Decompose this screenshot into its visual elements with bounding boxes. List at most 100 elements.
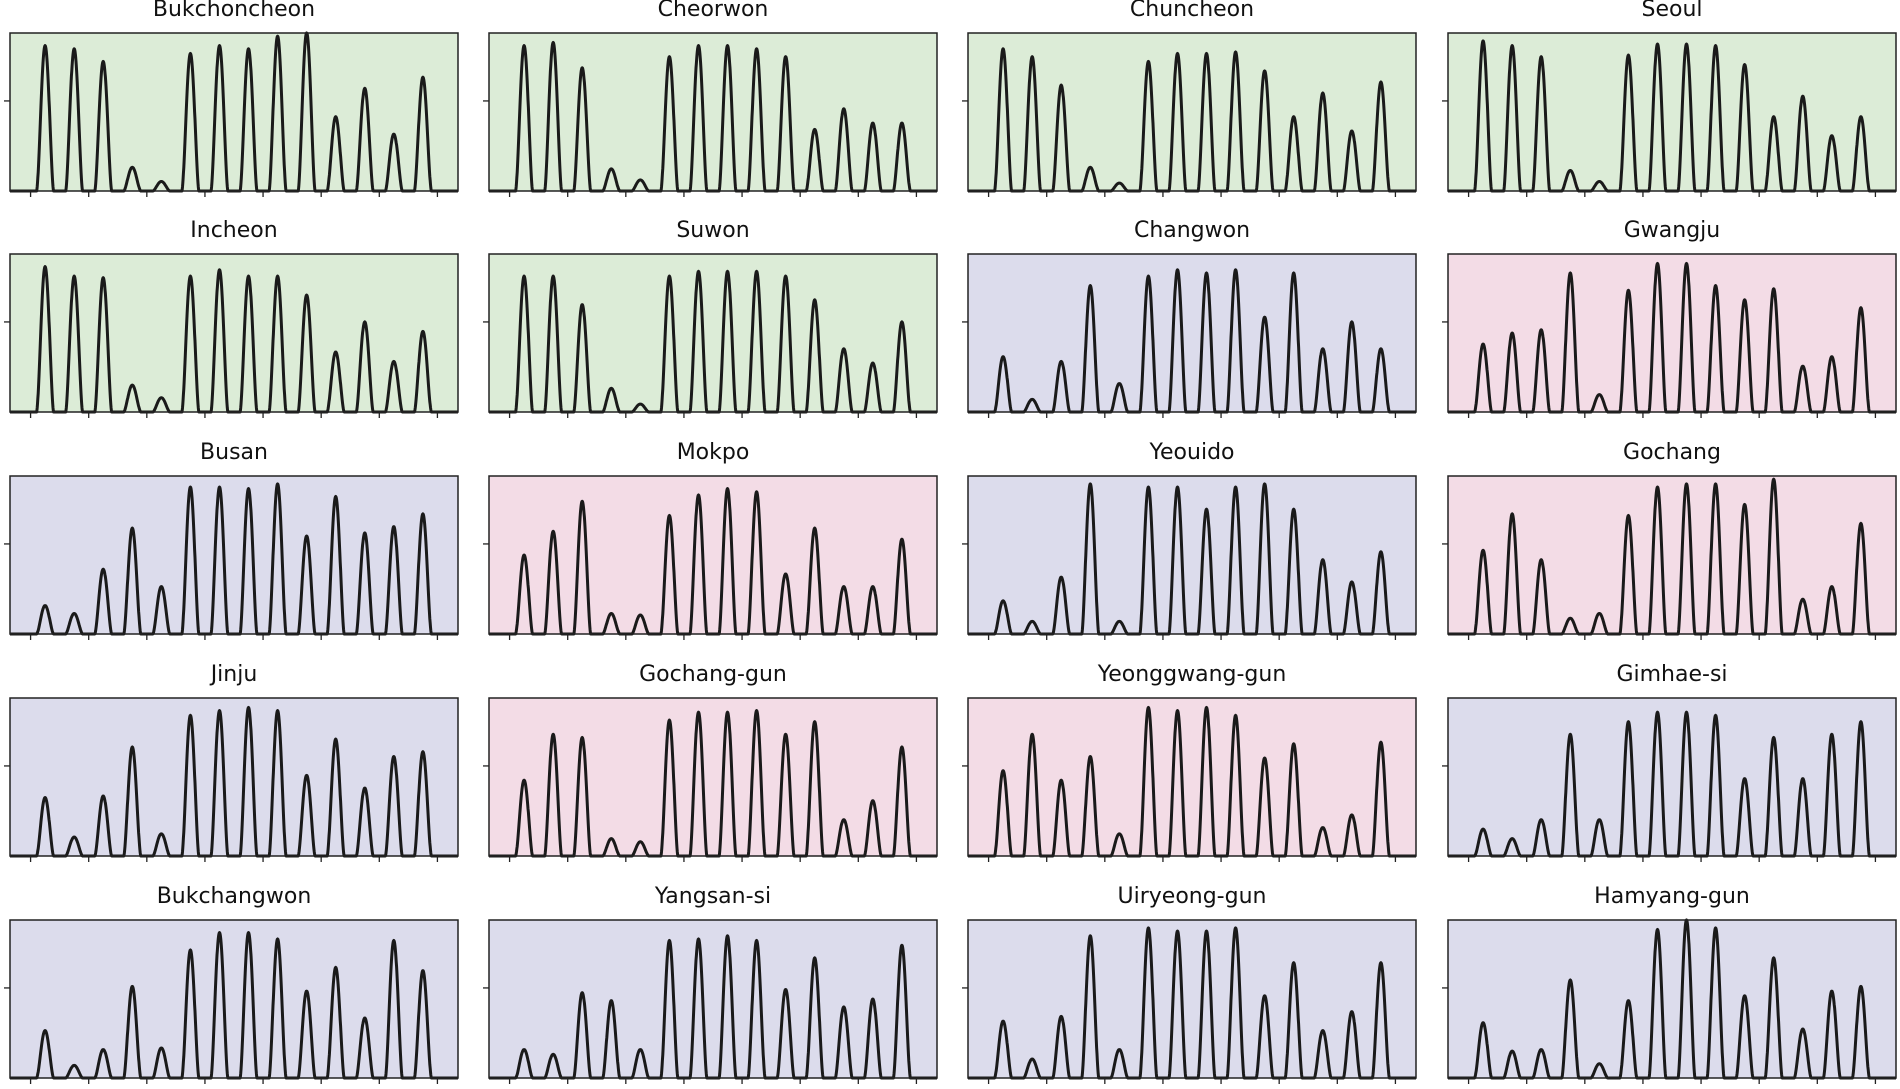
subplot-axes — [483, 697, 939, 862]
subplot-incheon: Incheon — [0, 218, 470, 418]
axes-frame — [1447, 253, 1897, 413]
subplot-axes — [962, 253, 1418, 418]
subplot-mokpo: Mokpo — [479, 440, 949, 640]
axes-background — [10, 254, 458, 412]
subplot-axes — [483, 475, 939, 640]
subplot-gochang-gun: Gochang-gun — [479, 662, 949, 862]
axes-background — [1448, 33, 1896, 191]
subplot-axes — [1442, 697, 1898, 862]
axes-frame — [9, 919, 459, 1079]
subplot-axes — [1442, 475, 1898, 640]
subplot-gimhae-si: Gimhae-si — [1438, 662, 1900, 862]
subplot-title: Bukchangwon — [156, 884, 312, 909]
subplot-yangsan-si: Yangsan-si — [479, 884, 949, 1084]
axes-background — [489, 476, 937, 634]
axes-frame — [9, 697, 459, 857]
axes-background — [968, 476, 1416, 634]
axes-frame — [488, 32, 938, 192]
subplot-axes — [4, 31, 460, 197]
subplot-axes — [4, 475, 460, 640]
subplot-yeonggwang-gun: Yeonggwang-gun — [958, 662, 1428, 862]
axes-frame — [488, 919, 938, 1079]
axes-background — [489, 920, 937, 1078]
subplot-axes — [962, 697, 1418, 862]
subplot-gochang: Gochang — [1438, 440, 1900, 640]
subplot-title: Gochang — [1623, 440, 1721, 465]
axes-background — [489, 698, 937, 856]
subplot-title: Bukchoncheon — [152, 0, 316, 22]
subplot-yeouido: Yeouido — [958, 440, 1428, 640]
axes-background — [10, 33, 458, 191]
axes-background — [1448, 254, 1896, 412]
axes-frame — [1447, 32, 1897, 192]
axes-frame — [488, 253, 938, 413]
axes-background — [968, 33, 1416, 191]
axes-frame — [967, 253, 1417, 413]
axes-frame — [967, 919, 1417, 1079]
subplot-title: Hamyang-gun — [1594, 884, 1750, 909]
subplot-title: Changwon — [1133, 218, 1251, 243]
subplot-jinju: Jinju — [0, 662, 470, 862]
subplot-bukchoncheon: Bukchoncheon — [0, 0, 470, 197]
subplot-title: Mokpo — [676, 440, 750, 465]
axes-background — [968, 920, 1416, 1078]
axes-frame — [967, 697, 1417, 857]
axes-frame — [1447, 919, 1897, 1079]
axes-background — [968, 698, 1416, 856]
axes-background — [10, 920, 458, 1078]
subplot-suwon: Suwon — [479, 218, 949, 418]
axes-background — [489, 33, 937, 191]
subplot-title: Gochang-gun — [639, 662, 787, 687]
subplot-axes — [962, 919, 1418, 1084]
subplot-axes — [1442, 253, 1898, 418]
axes-frame — [967, 32, 1417, 192]
subplot-title: Suwon — [676, 218, 750, 243]
subplot-title: Busan — [200, 440, 268, 465]
subplot-title: Yeouido — [1149, 440, 1235, 465]
subplot-title: Yangsan-si — [654, 884, 772, 909]
subplot-title: Gwangju — [1623, 218, 1721, 243]
subplot-title: Seoul — [1641, 0, 1703, 22]
axes-frame — [1447, 475, 1897, 635]
subplot-changwon: Changwon — [958, 218, 1428, 418]
axes-background — [489, 254, 937, 412]
subplot-axes — [1442, 918, 1898, 1084]
subplot-title: Cheorwon — [657, 0, 769, 22]
subplot-title: Jinju — [210, 662, 258, 687]
subplot-bukchangwon: Bukchangwon — [0, 884, 470, 1084]
subplot-hamyang-gun: Hamyang-gun — [1438, 884, 1900, 1084]
subplot-axes — [483, 32, 939, 197]
subplot-axes — [483, 253, 939, 418]
axes-background — [10, 698, 458, 856]
subplot-chuncheon: Chuncheon — [958, 0, 1428, 197]
subplot-axes — [483, 919, 939, 1084]
subplot-axes — [1442, 32, 1898, 197]
subplot-seoul: Seoul — [1438, 0, 1900, 197]
subplot-title: Incheon — [190, 218, 278, 243]
axes-frame — [1447, 697, 1897, 857]
subplot-title: Yeonggwang-gun — [1097, 662, 1287, 687]
subplot-axes — [4, 253, 460, 418]
subplot-busan: Busan — [0, 440, 470, 640]
subplot-axes — [4, 919, 460, 1084]
axes-background — [1448, 698, 1896, 856]
axes-background — [1448, 920, 1896, 1078]
axes-background — [10, 476, 458, 634]
subplot-title: Uiryeong-gun — [1117, 884, 1267, 909]
axes-frame — [488, 475, 938, 635]
axes-frame — [9, 475, 459, 635]
axes-background — [968, 254, 1416, 412]
subplot-title: Gimhae-si — [1616, 662, 1728, 687]
axes-frame — [9, 253, 459, 413]
subplot-axes — [962, 475, 1418, 640]
subplot-cheorwon: Cheorwon — [479, 0, 949, 197]
subplot-title: Chuncheon — [1129, 0, 1255, 22]
subplot-axes — [4, 697, 460, 862]
subplot-uiryeong-gun: Uiryeong-gun — [958, 884, 1428, 1084]
axes-frame — [9, 32, 459, 192]
axes-frame — [488, 697, 938, 857]
axes-frame — [967, 475, 1417, 635]
subplot-gwangju: Gwangju — [1438, 218, 1900, 418]
subplot-axes — [962, 32, 1418, 197]
axes-background — [1448, 476, 1896, 634]
